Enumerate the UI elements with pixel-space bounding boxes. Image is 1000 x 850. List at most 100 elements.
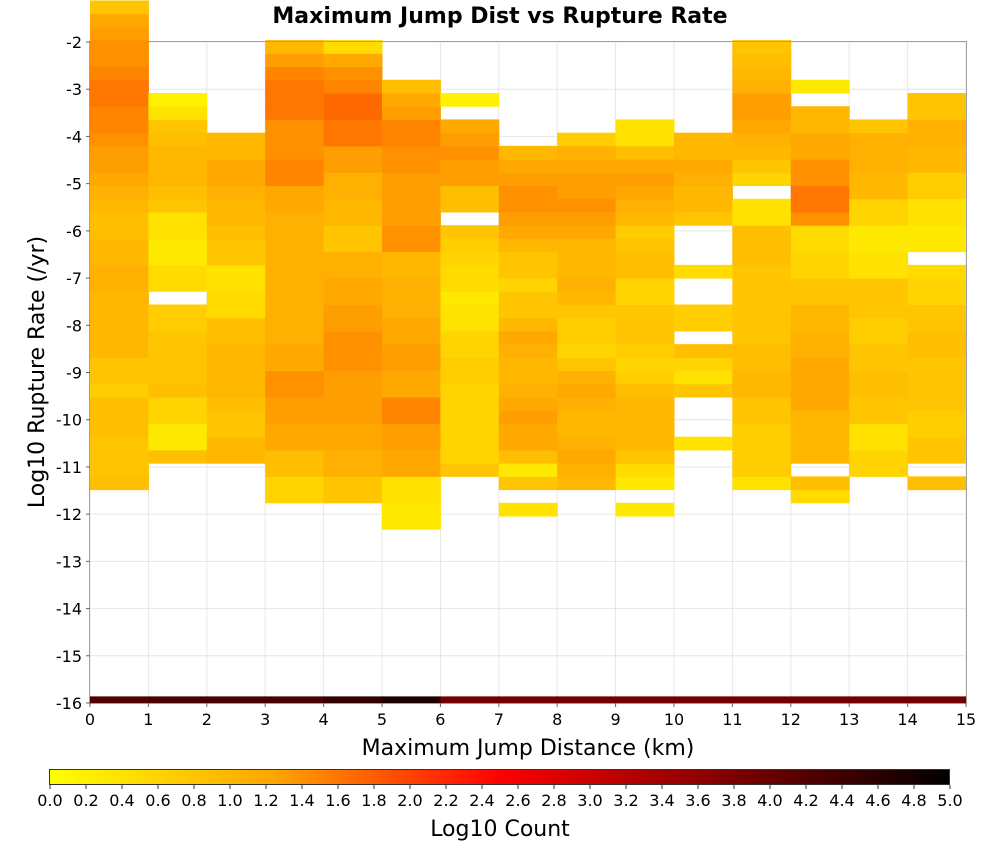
heatmap-cell: [206, 225, 266, 239]
heatmap-total-cell: [206, 696, 266, 703]
heatmap-cell: [382, 92, 441, 107]
heatmap-cell: [615, 449, 675, 464]
colorbar-tick-label: 2.4: [469, 791, 494, 810]
heatmap-cell: [907, 278, 967, 292]
heatmap-cell: [206, 211, 266, 226]
heatmap-cell: [498, 502, 558, 517]
heatmap-cell: [323, 410, 383, 424]
heatmap-cell: [790, 317, 850, 332]
heatmap-cell: [148, 264, 208, 279]
heatmap-cell: [674, 436, 733, 451]
heatmap-cell: [498, 423, 558, 438]
heatmap-cell: [265, 330, 325, 345]
heatmap-cell: [557, 449, 617, 464]
heatmap-cell: [674, 198, 733, 213]
heatmap-cell: [674, 185, 733, 200]
heatmap-cell: [907, 106, 967, 120]
heatmap-cell: [849, 159, 909, 173]
heatmap-cell: [498, 317, 558, 332]
colorbar-tick-label: 4.4: [829, 791, 854, 810]
heatmap-cell: [498, 251, 558, 266]
heatmap-cell: [323, 463, 383, 477]
heatmap-cell: [323, 317, 383, 332]
heatmap-total-cell: [907, 696, 967, 703]
heatmap-cell: [732, 383, 792, 398]
heatmap-cell: [265, 211, 325, 226]
heatmap-cell: [382, 185, 441, 200]
heatmap-cell: [615, 463, 675, 477]
heatmap-cell: [615, 172, 675, 187]
heatmap-cell: [90, 423, 149, 438]
heatmap-cell: [732, 449, 792, 464]
heatmap-cell: [907, 211, 967, 226]
heatmap-cell: [323, 225, 383, 239]
colorbar-label: Log10 Count: [430, 817, 570, 842]
heatmap-cell: [557, 397, 617, 411]
heatmap-cell: [790, 185, 850, 200]
heatmap-cell: [265, 370, 325, 385]
heatmap-cell: [732, 410, 792, 424]
heatmap-cell: [265, 159, 325, 173]
x-tick-label: 2: [202, 710, 212, 729]
heatmap-cell: [615, 291, 675, 306]
heatmap-cell: [674, 357, 733, 372]
y-tick-label: -10: [56, 411, 82, 430]
heatmap-cell: [206, 264, 266, 279]
heatmap-cell: [615, 211, 675, 226]
heatmap-cell: [323, 79, 383, 94]
heatmap-cell: [732, 251, 792, 266]
heatmap-cell: [615, 159, 675, 173]
heatmap-cell: [382, 317, 441, 332]
heatmap-cell: [557, 211, 617, 226]
colorbar-tick-label: 4.8: [901, 791, 926, 810]
heatmap-cell: [265, 79, 325, 94]
heatmap-cell: [849, 397, 909, 411]
heatmap-cell: [790, 383, 850, 398]
heatmap-cell: [498, 238, 558, 253]
heatmap-total-cell: [323, 696, 383, 703]
heatmap-cell: [206, 251, 266, 266]
heatmap-cell: [557, 330, 617, 345]
heatmap-total-cell: [90, 696, 149, 703]
heatmap-cell: [849, 410, 909, 424]
heatmap-cell: [790, 436, 850, 451]
heatmap-cell: [440, 463, 500, 477]
heatmap-cell: [849, 463, 909, 477]
heatmap-cell: [265, 317, 325, 332]
heatmap-cell: [440, 344, 500, 358]
heatmap-cell: [732, 79, 792, 94]
heatmap-cell: [790, 198, 850, 213]
heatmap-cell: [323, 489, 383, 504]
heatmap-cell: [849, 423, 909, 438]
heatmap-cell: [90, 397, 149, 411]
heatmap-cell: [90, 304, 149, 319]
heatmap-cell: [557, 357, 617, 372]
heatmap-cell: [323, 436, 383, 451]
heatmap-cell: [206, 185, 266, 200]
heatmap-cell: [615, 264, 675, 279]
x-tick-label: 13: [839, 710, 859, 729]
heatmap-cell: [265, 92, 325, 107]
heatmap-cell: [557, 370, 617, 385]
heatmap-cell: [790, 79, 850, 94]
heatmap-cell: [674, 383, 733, 398]
heatmap-cell: [323, 185, 383, 200]
heatmap-cell: [382, 198, 441, 213]
heatmap-cell: [265, 264, 325, 279]
heatmap-cell: [90, 476, 149, 491]
heatmap-cell: [557, 185, 617, 200]
heatmap-cell: [790, 145, 850, 160]
heatmap-cell: [206, 291, 266, 306]
heatmap-cell: [790, 172, 850, 187]
heatmap-cell: [148, 317, 208, 332]
y-tick-label: -5: [66, 175, 82, 194]
heatmap-cell: [382, 357, 441, 372]
heatmap-cell: [615, 317, 675, 332]
heatmap-cell: [907, 291, 967, 306]
colorbar-tick-label: 3.2: [613, 791, 638, 810]
heatmap-cell: [382, 476, 441, 491]
y-tick-label: -7: [66, 269, 82, 288]
heatmap-cell: [148, 304, 208, 319]
heatmap-cell: [907, 423, 967, 438]
heatmap-cell: [907, 344, 967, 358]
